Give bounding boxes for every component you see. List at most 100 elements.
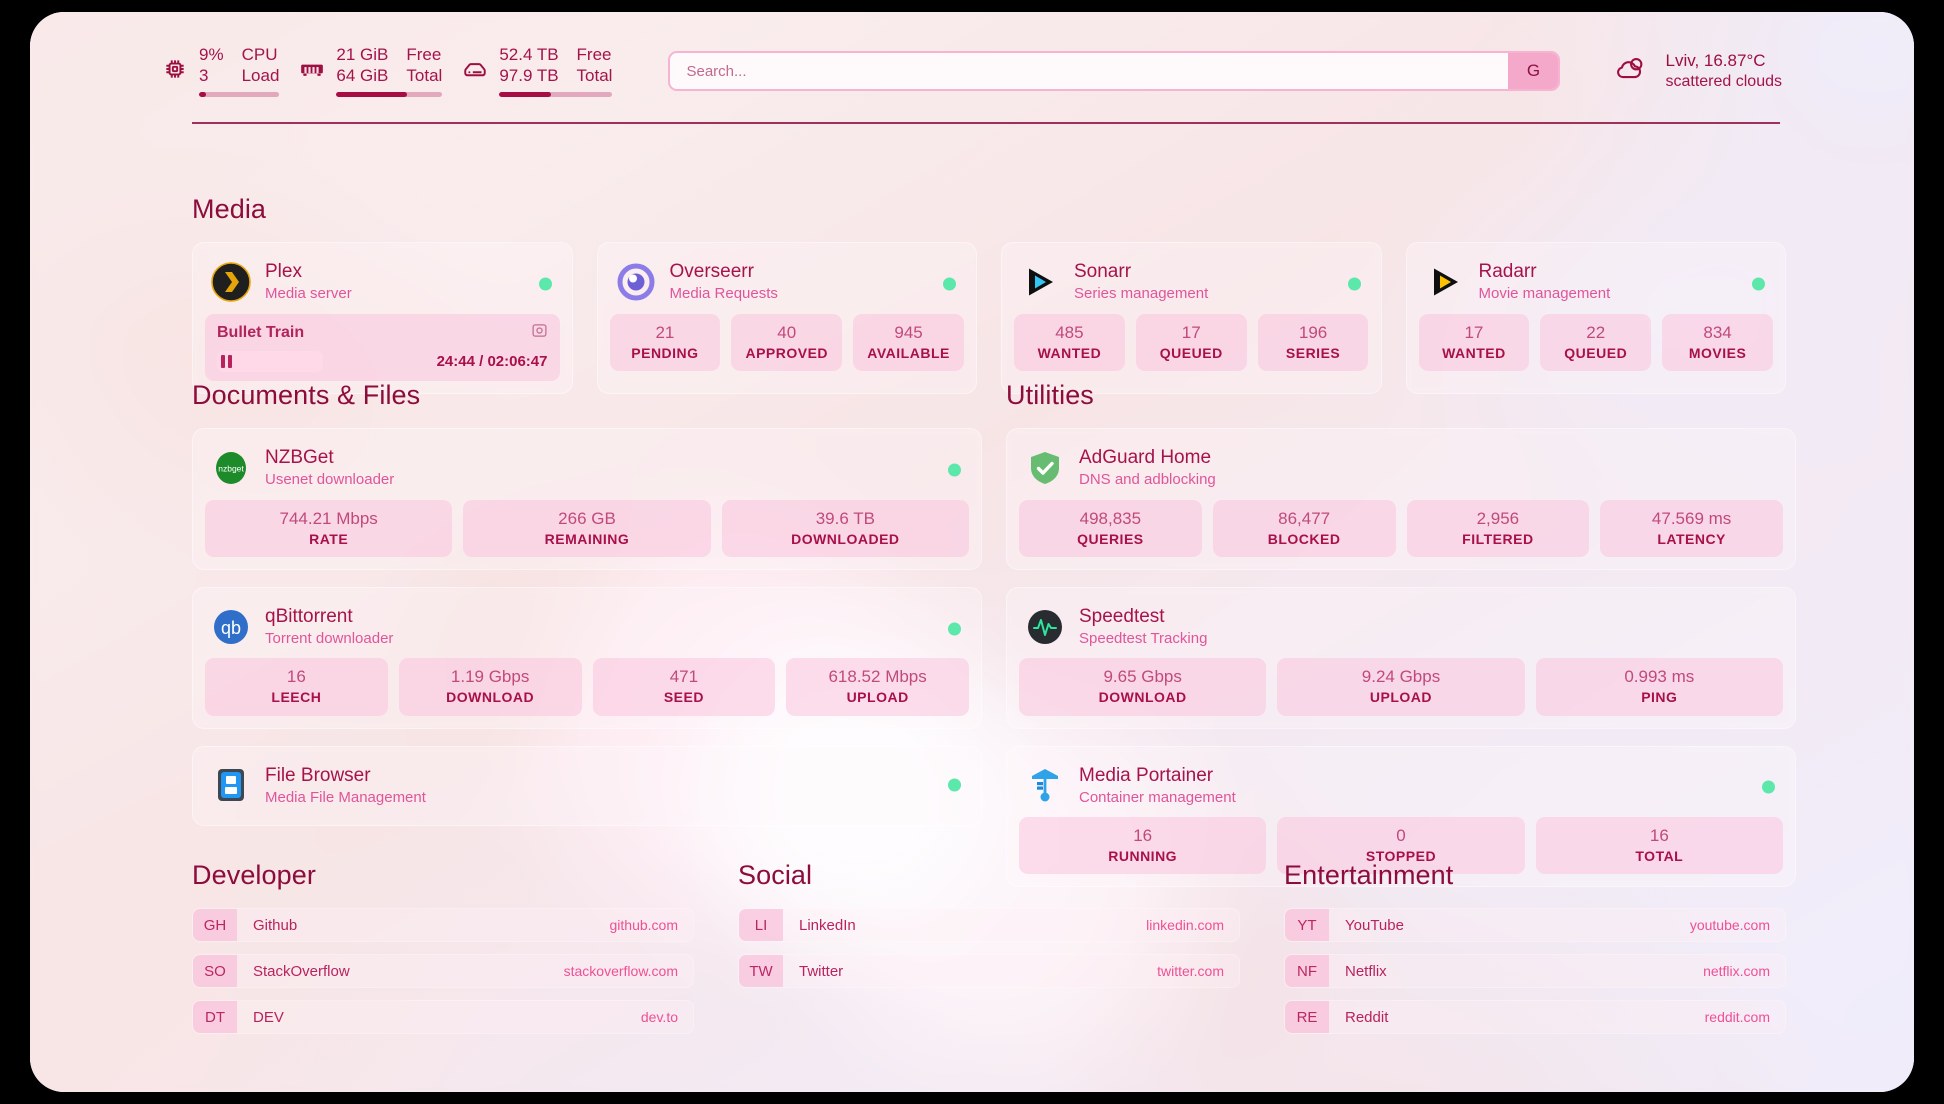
adguard-logo <box>1025 448 1065 488</box>
weather-widget[interactable]: Lviv, 16.87°C scattered clouds <box>1612 50 1782 93</box>
overseerr-logo <box>616 262 656 302</box>
stat-tile: 2,956 FILTERED <box>1406 499 1590 557</box>
service-card-radarr[interactable]: Radarr Movie management 17 WANTED 22 QUE… <box>1405 242 1786 394</box>
stat-tile: 86,477 BLOCKED <box>1212 499 1396 557</box>
pause-icon[interactable] <box>217 354 232 368</box>
disk-icon <box>462 56 488 87</box>
service-card-nzbget[interactable]: nzbget NZBGet Usenet downloader 744.21 M… <box>192 428 982 570</box>
stat-label: RATE <box>309 530 349 547</box>
disk-widget[interactable]: 52.4 TB 97.9 TB Free Total <box>462 44 613 98</box>
stat-tile: 39.6 TB DOWNLOADED <box>721 499 969 557</box>
card-subtitle: Speedtest Tracking <box>1079 630 1208 648</box>
playback-progress-bar[interactable] <box>217 350 323 372</box>
list-item[interactable]: LI LinkedIn linkedin.com <box>738 908 1240 942</box>
bookmark-name: Netflix <box>1345 962 1387 980</box>
status-indicator <box>948 622 961 636</box>
search-input[interactable] <box>670 53 1509 89</box>
stat-label: QUEUED <box>1564 344 1628 361</box>
stat-tile: 0 STOPPED <box>1277 817 1525 875</box>
stat-tile: 945 AVAILABLE <box>853 313 964 371</box>
top-bar: 9% 3 CPU Load <box>30 12 1914 130</box>
stat-value: 196 <box>1298 322 1328 342</box>
list-item[interactable]: GH Github github.com <box>192 908 694 942</box>
memory-widget[interactable]: 21 GiB 64 GiB Free Total <box>299 45 443 98</box>
bookmark-url: twitter.com <box>1157 963 1224 979</box>
service-card-overseerr[interactable]: Overseerr Media Requests 21 PENDING 40 A… <box>596 242 977 394</box>
media-section-title: Media <box>192 194 267 224</box>
card-title: Radarr <box>1478 261 1537 282</box>
memory-usage-bar <box>336 92 443 98</box>
stat-value: 834 <box>1703 322 1732 342</box>
plex-logo <box>211 261 251 302</box>
list-item[interactable]: SO StackOverflow stackoverflow.com <box>192 954 694 988</box>
stat-value: 17 <box>1181 322 1201 342</box>
service-card-qbittorrent[interactable]: qb qBittorrent Torrent downloader 16 LEE… <box>192 586 982 729</box>
stat-label: RUNNING <box>1108 848 1178 865</box>
weather-description: scattered clouds <box>1665 72 1782 90</box>
stat-value: 1.19 Gbps <box>450 667 530 687</box>
stat-tile: 21 PENDING <box>609 313 721 371</box>
bookmark-name: StackOverflow <box>253 962 350 980</box>
stat-tile: 196 SERIES <box>1257 313 1369 371</box>
bookmark-abbr: SO <box>193 955 237 987</box>
list-item[interactable]: TW Twitter twitter.com <box>738 954 1240 988</box>
radarr-logo <box>1425 262 1465 302</box>
search-bar[interactable]: G <box>668 51 1561 91</box>
playback-time: 24:44 / 02:06:47 <box>436 352 548 370</box>
list-item[interactable]: RE Reddit reddit.com <box>1284 1000 1786 1034</box>
cpu-cores: 3 <box>199 65 209 85</box>
stat-value: 0 <box>1396 826 1406 846</box>
status-indicator <box>943 277 956 291</box>
stat-tile: 9.24 Gbps UPLOAD <box>1277 658 1525 716</box>
disk-usage-fill <box>499 92 552 98</box>
bookmark-url: stackoverflow.com <box>563 963 678 979</box>
service-card-portainer[interactable]: Media Portainer Container management 16 … <box>1006 745 1796 888</box>
service-card-plex[interactable]: Plex Media server Bullet Train <box>192 242 573 394</box>
cast-icon[interactable] <box>531 322 548 344</box>
card-subtitle: DNS and adblocking <box>1079 471 1216 489</box>
stat-label: QUERIES <box>1077 530 1144 547</box>
stat-label: FILTERED <box>1462 530 1534 547</box>
cpu-usage-bar <box>199 92 280 98</box>
bookmark-url: netflix.com <box>1703 963 1770 979</box>
bookmark-abbr: YT <box>1285 909 1329 941</box>
developer-section-title: Developer <box>192 860 316 890</box>
bookmark-abbr: TW <box>739 955 783 987</box>
plex-now-playing[interactable]: Bullet Train 24:44 / 02:06:4 <box>205 313 560 381</box>
card-subtitle: Media File Management <box>265 788 426 806</box>
service-card-sonarr[interactable]: Sonarr Series management 485 WANTED 17 Q… <box>1001 242 1382 394</box>
service-card-filebrowser[interactable]: File Browser Media File Management <box>192 745 982 827</box>
card-title: Overseerr <box>669 261 754 282</box>
bookmark-abbr: LI <box>739 909 783 941</box>
card-title: Speedtest <box>1079 605 1165 627</box>
cpu-value: 9% <box>199 44 224 64</box>
list-item[interactable]: YT YouTube youtube.com <box>1284 908 1786 942</box>
disk-free: 52.4 TB <box>499 44 559 64</box>
stat-value: 9.24 Gbps <box>1361 667 1441 687</box>
bookmarks-developer: Developer GH Github github.com SO StackO… <box>192 860 694 1046</box>
social-section-title: Social <box>738 860 813 890</box>
bookmark-url: dev.to <box>640 1009 678 1025</box>
search-engine-button[interactable]: G <box>1508 53 1559 89</box>
list-item[interactable]: NF Netflix netflix.com <box>1284 954 1786 988</box>
stat-tile: 1.19 Gbps DOWNLOAD <box>398 658 582 716</box>
stat-value: 40 <box>777 322 797 342</box>
qbittorrent-logo: qb <box>211 607 251 647</box>
memory-total: 64 GiB <box>336 65 389 85</box>
stat-label: TOTAL <box>1635 848 1684 865</box>
cpu-widget[interactable]: 9% 3 CPU Load <box>162 44 280 98</box>
status-indicator <box>1752 277 1765 291</box>
service-card-speedtest[interactable]: Speedtest Speedtest Tracking 9.65 Gbps D… <box>1006 586 1796 729</box>
list-item[interactable]: DT DEV dev.to <box>192 1000 694 1034</box>
stat-value: 16 <box>1649 826 1669 846</box>
stat-label: MOVIES <box>1688 344 1747 361</box>
stat-label: SERIES <box>1285 344 1341 361</box>
stat-value: 485 <box>1055 322 1084 342</box>
service-card-adguard[interactable]: AdGuard Home DNS and adblocking 498,835 … <box>1006 428 1796 570</box>
bookmark-url: reddit.com <box>1704 1009 1770 1025</box>
cpu-label: CPU <box>241 44 278 64</box>
stat-value: 471 <box>669 667 699 687</box>
documents-section: Documents & Files nzbget NZBGet Usenet d… <box>192 380 982 887</box>
stat-label: SEED <box>663 689 704 706</box>
card-subtitle: Movie management <box>1478 285 1611 303</box>
